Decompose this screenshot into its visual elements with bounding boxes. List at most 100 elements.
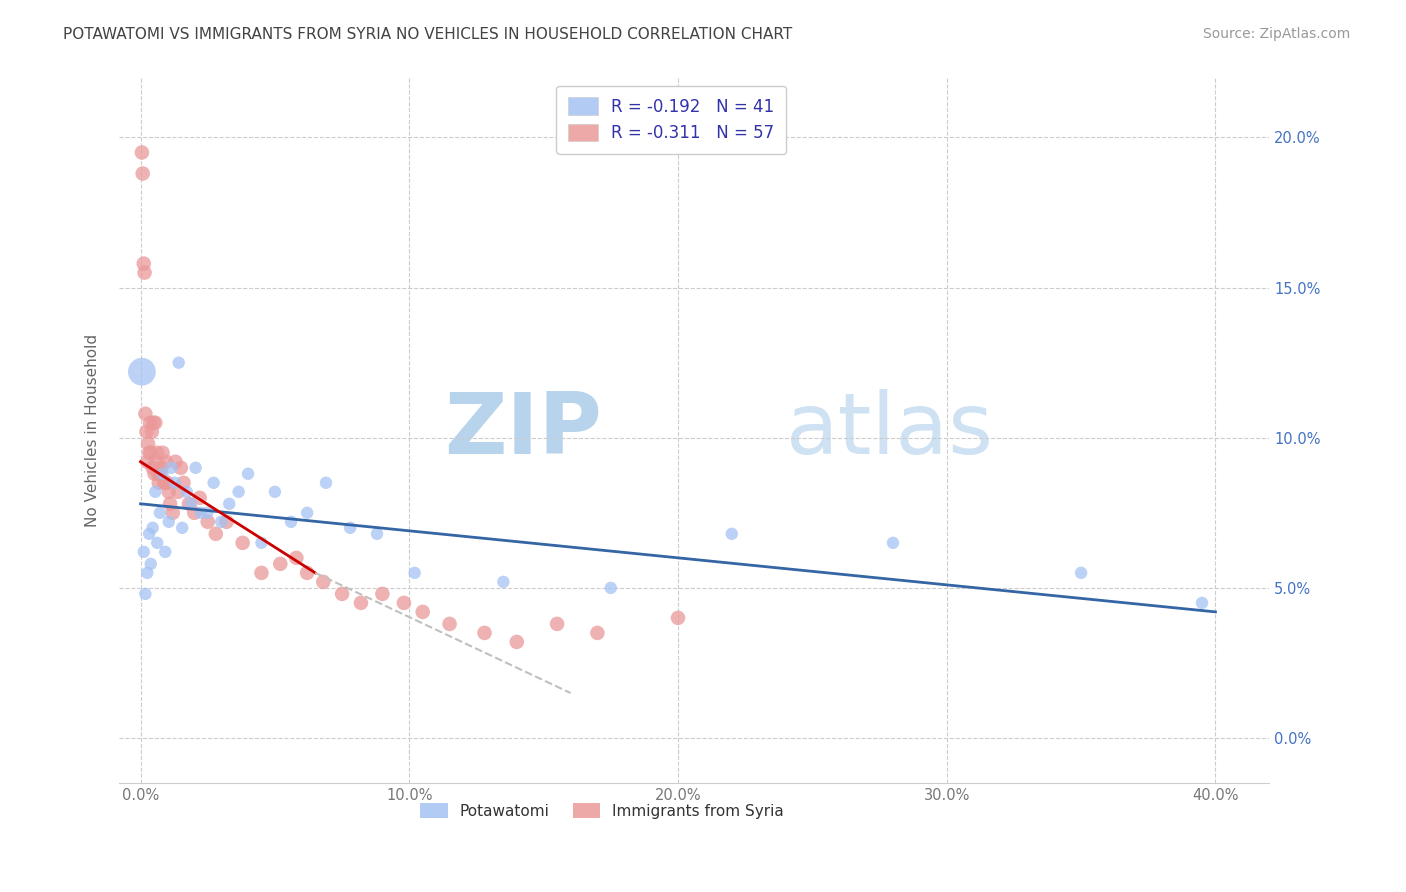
Point	[160, 460, 183, 475]
Point	[142, 460, 165, 475]
Point	[146, 467, 169, 481]
Point	[146, 536, 169, 550]
Point	[882, 536, 904, 550]
Point	[666, 611, 689, 625]
Point	[150, 460, 173, 475]
Point	[155, 545, 177, 559]
Point	[139, 416, 162, 430]
Point	[339, 521, 361, 535]
Point	[135, 425, 157, 439]
Point	[180, 497, 202, 511]
Point	[228, 484, 250, 499]
Point	[139, 557, 162, 571]
Point	[131, 365, 153, 379]
Point	[599, 581, 621, 595]
Point	[136, 455, 159, 469]
Point	[195, 506, 218, 520]
Point	[131, 167, 153, 181]
Point	[184, 460, 207, 475]
Point	[138, 526, 160, 541]
Point	[162, 506, 184, 520]
Point	[183, 506, 205, 520]
Point	[209, 515, 232, 529]
Point	[232, 536, 254, 550]
Point	[163, 475, 186, 490]
Point	[492, 574, 515, 589]
Point	[142, 416, 165, 430]
Point	[149, 467, 172, 481]
Point	[250, 566, 273, 580]
Point	[173, 475, 195, 490]
Point	[152, 467, 174, 481]
Point	[159, 497, 181, 511]
Point	[167, 356, 190, 370]
Point	[506, 635, 529, 649]
Text: atlas: atlas	[786, 389, 994, 472]
Point	[392, 596, 415, 610]
Point	[350, 596, 373, 610]
Point	[143, 467, 166, 481]
Point	[136, 566, 159, 580]
Point	[148, 475, 170, 490]
Point	[134, 587, 156, 601]
Point	[139, 446, 162, 460]
Point	[143, 416, 166, 430]
Point	[165, 455, 187, 469]
Point	[197, 515, 219, 529]
Point	[412, 605, 434, 619]
Point	[155, 455, 177, 469]
Point	[366, 526, 388, 541]
Point	[204, 526, 226, 541]
Point	[1070, 566, 1092, 580]
Point	[188, 491, 211, 505]
Point	[167, 484, 190, 499]
Point	[170, 460, 193, 475]
Point	[404, 566, 426, 580]
Point	[157, 515, 180, 529]
Point	[141, 425, 163, 439]
Point	[142, 521, 165, 535]
Point	[202, 475, 225, 490]
Point	[250, 536, 273, 550]
Point	[315, 475, 337, 490]
Point	[1191, 596, 1213, 610]
Point	[152, 446, 174, 460]
Text: Source: ZipAtlas.com: Source: ZipAtlas.com	[1202, 27, 1350, 41]
Point	[295, 506, 318, 520]
Point	[134, 407, 156, 421]
Legend: Potawatomi, Immigrants from Syria: Potawatomi, Immigrants from Syria	[413, 797, 790, 825]
Point	[269, 557, 291, 571]
Point	[149, 506, 172, 520]
Point	[143, 484, 166, 499]
Point	[132, 257, 155, 271]
Point	[153, 475, 176, 490]
Point	[720, 526, 742, 541]
Point	[586, 626, 609, 640]
Point	[218, 497, 240, 511]
Point	[295, 566, 318, 580]
Point	[176, 484, 198, 499]
Point	[190, 506, 212, 520]
Point	[138, 446, 160, 460]
Point	[146, 446, 169, 460]
Point	[546, 616, 568, 631]
Point	[136, 436, 159, 450]
Text: ZIP: ZIP	[444, 389, 602, 472]
Point	[312, 574, 335, 589]
Y-axis label: No Vehicles in Household: No Vehicles in Household	[86, 334, 100, 527]
Text: POTAWATOMI VS IMMIGRANTS FROM SYRIA NO VEHICLES IN HOUSEHOLD CORRELATION CHART: POTAWATOMI VS IMMIGRANTS FROM SYRIA NO V…	[63, 27, 793, 42]
Point	[157, 484, 180, 499]
Point	[330, 587, 353, 601]
Point	[156, 475, 179, 490]
Point	[236, 467, 259, 481]
Point	[285, 550, 308, 565]
Point	[439, 616, 461, 631]
Point	[145, 455, 167, 469]
Point	[172, 521, 194, 535]
Point	[371, 587, 394, 601]
Point	[177, 497, 200, 511]
Point	[264, 484, 287, 499]
Point	[155, 475, 177, 490]
Point	[131, 145, 153, 160]
Point	[474, 626, 496, 640]
